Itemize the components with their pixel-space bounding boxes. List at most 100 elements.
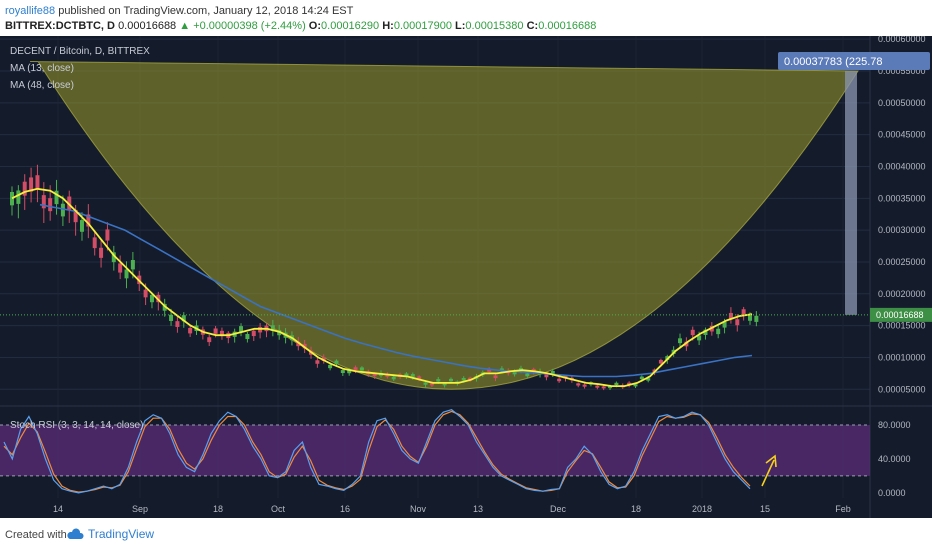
stoch-axis: 80.0000 40.0000 0.0000 [878, 420, 911, 498]
high-label: H: [382, 20, 394, 32]
measure-tag-text: 0.00037783 (225.78 [784, 56, 882, 68]
candle-body [149, 294, 154, 303]
candle-body [703, 329, 708, 335]
ohlc-line: BITTREX:DCTBTC, D 0.00016688 ▲ +0.000003… [5, 20, 596, 32]
candle-body [735, 319, 740, 326]
stoch-d-line [3, 410, 751, 493]
candle-body [512, 371, 517, 375]
y-tick-label: 0.00020000 [878, 289, 926, 299]
candle-body [118, 263, 123, 273]
ma48-line [39, 203, 753, 378]
candle-body [633, 384, 638, 387]
x-tick-label: 14 [53, 504, 63, 514]
candle-body [29, 177, 34, 192]
candle-body [130, 260, 135, 270]
x-tick-label: Dec [550, 504, 567, 514]
candle-body [302, 343, 307, 349]
candle-body [48, 198, 53, 212]
time-axis[interactable]: 14 Sep 18 Oct 16 Nov 13 Dec 18 2018 15 Feb [53, 504, 851, 514]
candle-body [328, 364, 333, 369]
candle-body [188, 327, 193, 334]
candle-body [684, 341, 689, 347]
candle-body [321, 357, 326, 361]
candle-body [544, 374, 549, 378]
candle-body [436, 379, 441, 382]
candle-body [92, 237, 97, 249]
ma13-label: MA (13, close) [10, 63, 74, 74]
chart-svg[interactable]: 0.00060000 0.00055000 0.00050000 0.00045000… [0, 34, 932, 518]
price-axis[interactable]: 0.00060000 0.00055000 0.00050000 0.00045000… [0, 34, 932, 518]
candle-body [315, 360, 320, 364]
candle-body [296, 341, 301, 347]
candle-body [468, 377, 473, 381]
candle-body [741, 309, 746, 316]
y-tick-label: 0.00035000 [878, 193, 926, 203]
candle-body [340, 370, 345, 374]
low-label: L: [455, 20, 466, 32]
moving-averages [11, 187, 753, 387]
candle-body [16, 190, 21, 204]
cup-shape [29, 60, 859, 390]
stoch-lines [0, 409, 870, 494]
ma48-label: MA (48, close) [10, 80, 74, 91]
candle-body [35, 175, 40, 190]
chart-area[interactable]: 0.00060000 0.00055000 0.00050000 0.00045000… [0, 34, 932, 518]
candle-body [754, 315, 759, 322]
y-tick-label: 0.00050000 [878, 98, 926, 108]
candle-body [79, 220, 84, 232]
candle-body [207, 337, 212, 343]
candle-body [404, 373, 409, 377]
candle-body [251, 330, 256, 337]
tradingview-logo[interactable]: TradingView [66, 527, 154, 541]
candle-body [213, 328, 218, 334]
price-tag-text: 0.00016688 [876, 310, 924, 320]
measure-bar [845, 71, 857, 315]
ma13-line [11, 187, 753, 387]
close-label: C: [526, 20, 539, 32]
candle-body [728, 312, 733, 320]
candle-body [54, 190, 59, 205]
candle-body [175, 321, 180, 327]
candle-body [550, 370, 555, 374]
stoch-k-line [3, 409, 751, 494]
cloud-icon [67, 528, 84, 539]
x-tick-label: 16 [340, 504, 350, 514]
low-value: 0.00015380 [465, 20, 524, 32]
candle-body [219, 330, 224, 337]
candle-body [391, 376, 396, 380]
candle-body [716, 328, 721, 335]
candle-body [162, 303, 167, 311]
candle-body [442, 383, 447, 386]
price-tag: 0.00016688 [870, 307, 932, 322]
candle-body [156, 294, 161, 303]
candle-body [601, 386, 606, 389]
candle-body [487, 368, 492, 372]
symbol: BITTREX:DCTBTC, D [5, 20, 115, 32]
legend: DECENT / Bitcoin, D, BITTREX MA (13, clo… [10, 46, 150, 91]
candle-body [410, 374, 415, 377]
author-link[interactable]: royallife88 [5, 5, 56, 17]
x-tick-label: 15 [760, 504, 770, 514]
candle-body [60, 203, 65, 217]
price-tag-bg [870, 307, 932, 322]
candle-body [448, 378, 453, 382]
x-tick-label: 13 [473, 504, 483, 514]
open-label: O: [308, 20, 322, 32]
measure-tag: 0.00037783 (225.78 [778, 52, 930, 70]
candle-body [608, 386, 613, 389]
candle-body [245, 333, 250, 340]
candle-body [270, 325, 275, 331]
measure-tag-bg [778, 52, 930, 70]
y-tick-label: 0.00015000 [878, 321, 926, 331]
stoch-band [0, 424, 870, 476]
candle-body [143, 289, 148, 298]
candle-body [10, 191, 14, 206]
candle-body [557, 378, 562, 382]
candle-body [690, 329, 695, 336]
y-tick-label: 0.00005000 [878, 384, 926, 394]
candle-body [67, 196, 72, 210]
stoch-rsi-pane[interactable]: Stoch RSI (3, 3, 14, 14, close) 80.0000 4… [0, 409, 911, 498]
candle-body [41, 195, 46, 209]
candle-body [353, 367, 358, 371]
y-tick-label: 0.00060000 [878, 36, 926, 44]
